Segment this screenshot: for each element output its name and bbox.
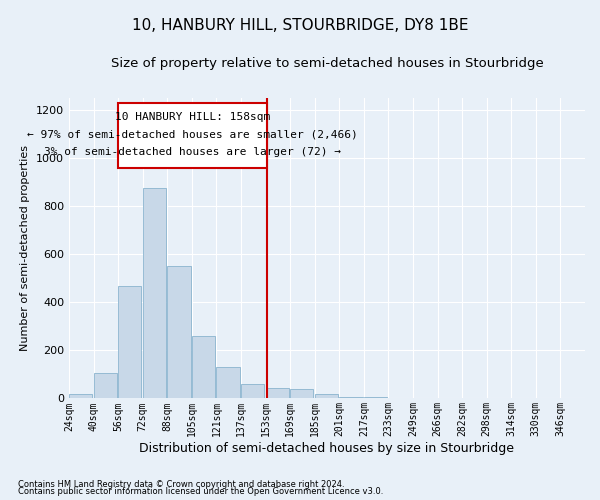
Bar bbox=[314, 394, 338, 398]
Y-axis label: Number of semi-detached properties: Number of semi-detached properties bbox=[20, 145, 31, 351]
Text: 10, HANBURY HILL, STOURBRIDGE, DY8 1BE: 10, HANBURY HILL, STOURBRIDGE, DY8 1BE bbox=[132, 18, 468, 32]
Bar bbox=[364, 396, 387, 398]
Bar bbox=[143, 188, 166, 398]
Bar bbox=[217, 366, 240, 398]
Text: Contains HM Land Registry data © Crown copyright and database right 2024.: Contains HM Land Registry data © Crown c… bbox=[18, 480, 344, 489]
Text: ← 97% of semi-detached houses are smaller (2,466): ← 97% of semi-detached houses are smalle… bbox=[27, 130, 358, 140]
Bar bbox=[241, 384, 265, 398]
Text: 10 HANBURY HILL: 158sqm: 10 HANBURY HILL: 158sqm bbox=[115, 112, 270, 122]
Title: Size of property relative to semi-detached houses in Stourbridge: Size of property relative to semi-detach… bbox=[110, 58, 544, 70]
Bar bbox=[192, 336, 215, 398]
Text: Contains public sector information licensed under the Open Government Licence v3: Contains public sector information licen… bbox=[18, 487, 383, 496]
Bar bbox=[167, 266, 191, 398]
X-axis label: Distribution of semi-detached houses by size in Stourbridge: Distribution of semi-detached houses by … bbox=[139, 442, 514, 455]
Bar bbox=[69, 394, 92, 398]
Bar bbox=[94, 372, 117, 398]
Bar bbox=[118, 103, 267, 168]
Text: 3% of semi-detached houses are larger (72) →: 3% of semi-detached houses are larger (7… bbox=[44, 148, 341, 158]
Bar bbox=[118, 286, 142, 399]
Bar bbox=[266, 388, 289, 398]
Bar bbox=[290, 389, 313, 398]
